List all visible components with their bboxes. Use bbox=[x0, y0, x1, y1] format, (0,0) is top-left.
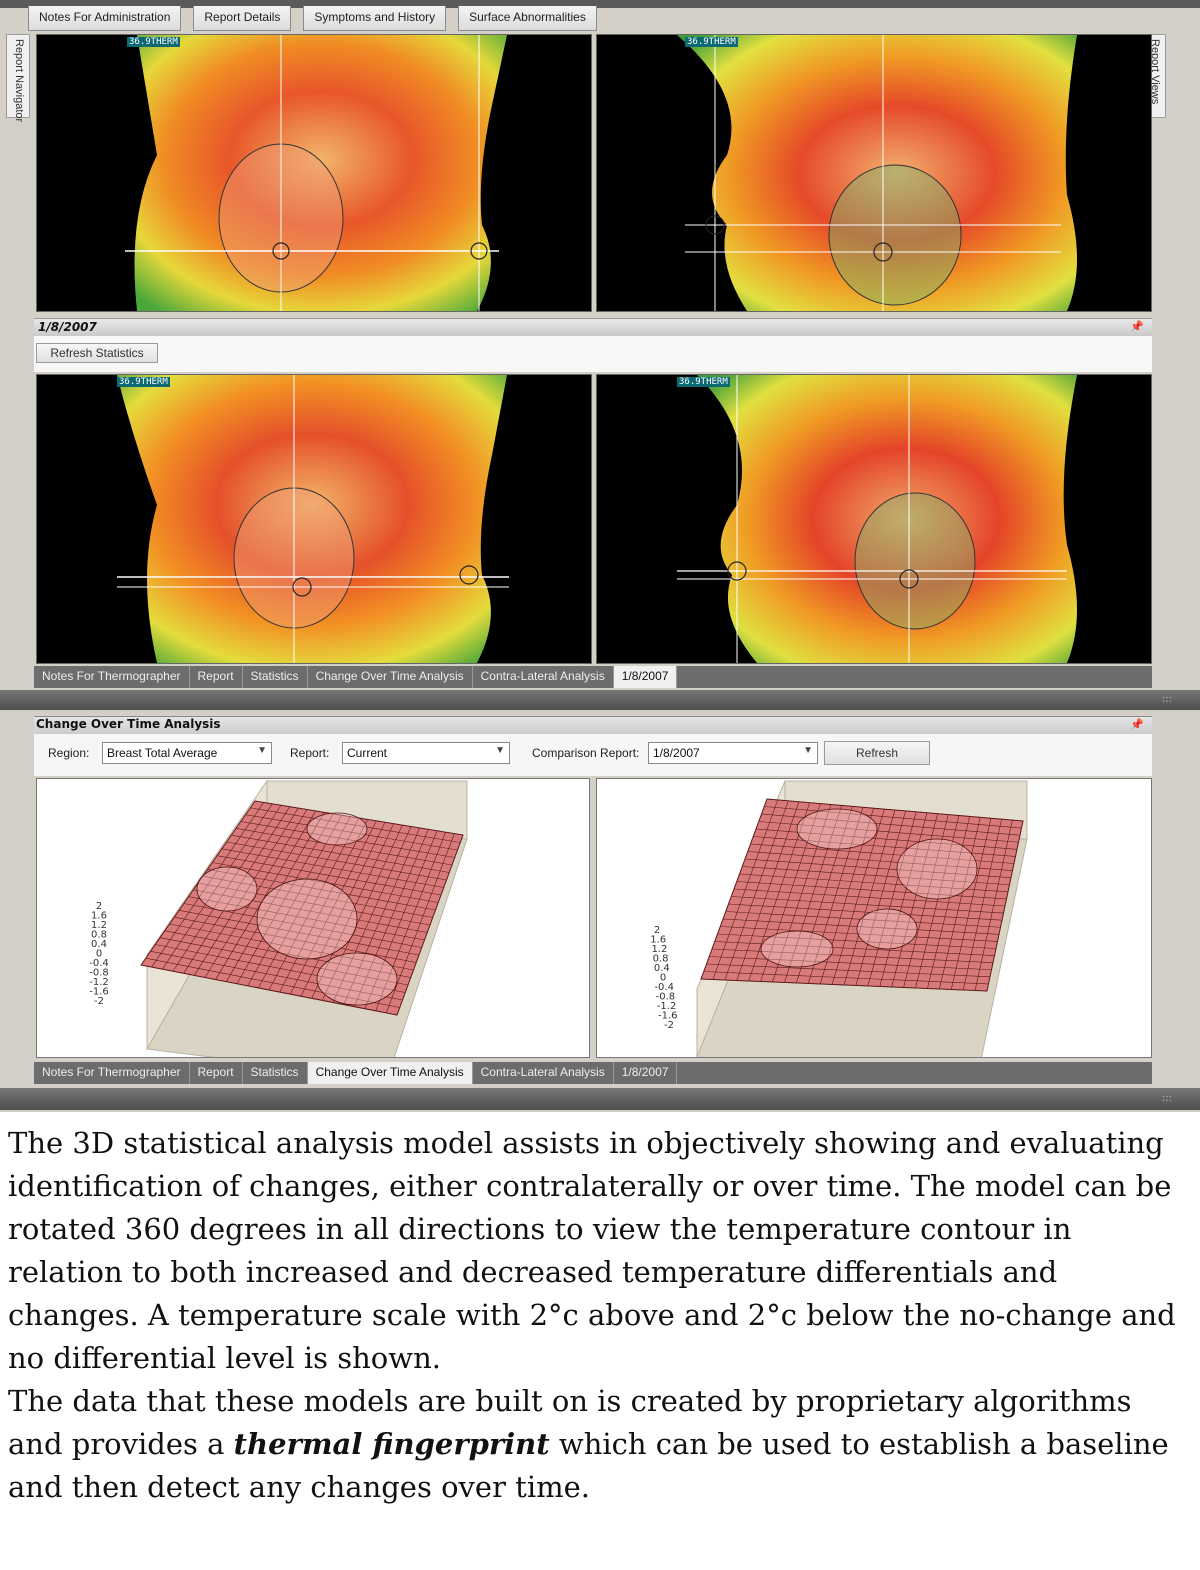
tab-statistics[interactable]: Statistics bbox=[243, 666, 308, 688]
caption-paragraph-1: The 3D statistical analysis model assist… bbox=[8, 1126, 1176, 1375]
z-scale-label: -1.6 bbox=[89, 987, 109, 998]
caption-p2-end: which can be used to establish a baselin… bbox=[8, 1427, 1169, 1504]
pin-icon[interactable]: 📌 bbox=[1130, 718, 1144, 731]
splitter-bar[interactable]: ::: bbox=[0, 690, 1200, 710]
report-select[interactable]: Current ▼ bbox=[342, 742, 510, 764]
z-scale-label: -0.4 bbox=[654, 982, 674, 993]
tab-symptoms-and-history[interactable]: Symptoms and History bbox=[303, 6, 447, 31]
tab-change-over-time-analysis[interactable]: Change Over Time Analysis bbox=[307, 1062, 473, 1084]
region-select[interactable]: Breast Total Average ▼ bbox=[102, 742, 272, 764]
thermography-app: Notes For Administration Report Details … bbox=[0, 0, 1200, 1112]
tab-change-over-time-analysis[interactable]: Change Over Time Analysis bbox=[308, 666, 473, 688]
z-scale-label: 0.4 bbox=[91, 939, 107, 950]
top-tab-strip: Notes For Administration Report Details … bbox=[28, 6, 597, 32]
tab-notes-for-administration[interactable]: Notes For Administration bbox=[28, 6, 182, 31]
z-scale-label: 0.4 bbox=[654, 963, 670, 974]
tab-notes-for-thermographer[interactable]: Notes For Thermographer bbox=[34, 1062, 190, 1084]
report-navigator-label: Report Navigator bbox=[13, 39, 25, 123]
report-navigator-tab[interactable]: Report Navigator bbox=[6, 34, 30, 122]
z-scale-label: 2 bbox=[654, 925, 660, 936]
z-scale-label: 1.2 bbox=[91, 920, 107, 931]
report-value: Current bbox=[347, 746, 388, 760]
resize-grip-icon[interactable]: ::: bbox=[1161, 694, 1172, 705]
z-scale-label: 0 bbox=[96, 949, 102, 960]
surface-plot-right-canvas[interactable]: 21.61.20.80.40-0.4-0.8-1.2-1.6-2 bbox=[597, 779, 1151, 1057]
z-scale-label: -0.4 bbox=[89, 958, 109, 969]
therm-scale-tag: 36.9THERM bbox=[677, 377, 730, 387]
change-over-time-title: Change Over Time Analysis bbox=[36, 717, 221, 731]
comparison-report-label: Comparison Report: bbox=[532, 746, 640, 760]
tab-report[interactable]: Report bbox=[190, 666, 243, 688]
change-over-time-controls: Region: Breast Total Average ▼ Report: C… bbox=[34, 734, 1152, 776]
title-bar bbox=[0, 0, 1200, 8]
z-scale-label: -0.8 bbox=[89, 968, 109, 979]
z-scale-label: 0 bbox=[660, 973, 666, 984]
region-value: Breast Total Average bbox=[107, 746, 218, 760]
caption-emphasis: thermal fingerprint bbox=[233, 1427, 550, 1461]
report-label: Report: bbox=[290, 746, 330, 760]
tab-report-details[interactable]: Report Details bbox=[193, 6, 292, 31]
tab-report-date[interactable]: 1/8/2007 bbox=[614, 1062, 678, 1084]
z-scale-label: 0.8 bbox=[653, 954, 669, 965]
z-scale-label: 2 bbox=[96, 901, 102, 912]
therm-scale-tag: 36.9THERM bbox=[685, 37, 738, 47]
refresh-statistics-button[interactable]: Refresh Statistics bbox=[36, 343, 158, 363]
figure-caption: The 3D statistical analysis model assist… bbox=[8, 1122, 1194, 1509]
tab-report-date[interactable]: 1/8/2007 bbox=[613, 666, 678, 688]
z-scale-label: -1.2 bbox=[89, 977, 109, 988]
status-bar: ::: bbox=[0, 1088, 1200, 1110]
z-scale-label: -0.8 bbox=[656, 992, 676, 1003]
therm-scale-tag: 36.9THERM bbox=[127, 37, 180, 47]
tab-report[interactable]: Report bbox=[190, 1062, 243, 1084]
surface-plot-right[interactable]: 2 1.6 1.2 0.8 0.4 0 -0.4 -0.8 -1.2 -1.6 -2 bbox=[596, 778, 1152, 1058]
refresh-button[interactable]: Refresh bbox=[824, 741, 930, 765]
report-tab-strip-lower: Notes For Thermographer Report Statistic… bbox=[34, 1062, 1152, 1084]
z-scale-label: -2 bbox=[94, 996, 104, 1007]
z-scale-label: 1.2 bbox=[651, 944, 667, 955]
therm-scale-tag: 36.9THERM bbox=[117, 377, 170, 387]
resize-grip-icon[interactable]: ::: bbox=[1161, 1093, 1172, 1104]
z-scale-label: -1.6 bbox=[658, 1011, 678, 1022]
report-tab-strip-upper: Notes For Thermographer Report Statistic… bbox=[34, 666, 1152, 688]
tab-notes-for-thermographer[interactable]: Notes For Thermographer bbox=[34, 666, 190, 688]
thermal-image-top-left[interactable]: 36.9THERM bbox=[36, 34, 592, 312]
thermal-image-top-right[interactable]: 36.9THERM bbox=[596, 34, 1152, 312]
pin-icon[interactable]: 📌 bbox=[1130, 320, 1144, 333]
caption-p2-start: The data that these models are built on … bbox=[8, 1384, 1132, 1461]
report-date: 1/8/2007 bbox=[38, 320, 97, 334]
statistics-toolbar: Refresh Statistics bbox=[34, 336, 1152, 372]
chevron-down-icon: ▼ bbox=[495, 745, 505, 756]
tab-contra-lateral-analysis[interactable]: Contra-Lateral Analysis bbox=[473, 666, 614, 688]
z-scale-label: -1.2 bbox=[657, 1001, 677, 1012]
surface-plot-left-canvas[interactable]: 21.61.20.80.40-0.4-0.8-1.2-1.6-2 bbox=[37, 779, 589, 1057]
region-label: Region: bbox=[48, 746, 90, 760]
thermal-image-bottom-right[interactable]: 36.9THERM bbox=[596, 374, 1152, 664]
z-scale-label: 1.6 bbox=[91, 911, 107, 922]
comparison-report-select[interactable]: 1/8/2007 ▼ bbox=[648, 742, 818, 764]
tab-surface-abnormalities[interactable]: Surface Abnormalities bbox=[458, 6, 597, 31]
comparison-report-value: 1/8/2007 bbox=[653, 746, 700, 760]
tab-statistics[interactable]: Statistics bbox=[243, 1062, 308, 1084]
thermal-image-bottom-left[interactable]: 36.9THERM bbox=[36, 374, 592, 664]
report-date-header: 1/8/2007 📌 bbox=[34, 318, 1152, 337]
z-scale-label: 1.6 bbox=[650, 935, 666, 946]
z-scale-label: -2 bbox=[664, 1020, 674, 1031]
caption-paragraph-2: The data that these models are built on … bbox=[8, 1380, 1194, 1509]
tab-contra-lateral-analysis[interactable]: Contra-Lateral Analysis bbox=[473, 1062, 614, 1084]
surface-plot-left[interactable]: 2 1.6 1.2 0.8 0.4 0 -0.4 -0.8 -1.2 -1.6 -2 bbox=[36, 778, 590, 1058]
chevron-down-icon: ▼ bbox=[257, 745, 267, 756]
chevron-down-icon: ▼ bbox=[803, 745, 813, 756]
change-over-time-header: Change Over Time Analysis 📌 bbox=[34, 716, 1152, 735]
z-scale-label: 0.8 bbox=[91, 930, 107, 941]
